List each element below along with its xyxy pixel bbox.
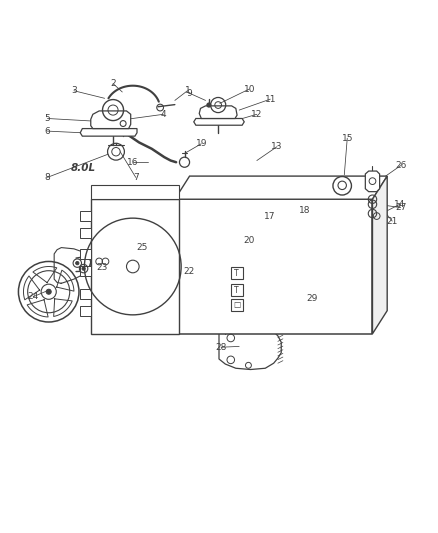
Text: 14: 14: [394, 200, 406, 209]
Text: 2: 2: [110, 79, 116, 88]
Text: 15: 15: [342, 134, 353, 143]
Text: 6: 6: [45, 127, 50, 135]
Text: 24: 24: [28, 292, 39, 301]
Text: 13: 13: [271, 142, 283, 151]
Polygon shape: [80, 128, 137, 136]
Polygon shape: [80, 249, 91, 259]
Bar: [91, 199, 179, 334]
Polygon shape: [80, 228, 91, 238]
Polygon shape: [194, 118, 244, 125]
Text: 23: 23: [96, 263, 108, 272]
Polygon shape: [80, 211, 91, 221]
Text: 21: 21: [387, 216, 398, 225]
Bar: [231, 284, 243, 296]
Text: 11: 11: [265, 95, 276, 103]
Polygon shape: [199, 106, 237, 118]
Text: 19: 19: [196, 139, 207, 148]
Text: 26: 26: [395, 161, 406, 170]
Text: 3: 3: [71, 86, 77, 95]
Text: 18: 18: [300, 206, 311, 215]
Text: 16: 16: [127, 158, 138, 167]
Text: 7: 7: [133, 173, 138, 182]
Text: 5: 5: [45, 114, 50, 123]
Polygon shape: [91, 111, 131, 128]
Text: T: T: [234, 269, 239, 278]
Circle shape: [76, 262, 79, 265]
Text: 28: 28: [215, 343, 227, 352]
Text: 8: 8: [45, 173, 50, 182]
Text: 8.0L: 8.0L: [71, 163, 96, 173]
Polygon shape: [91, 185, 179, 199]
Text: 17: 17: [264, 212, 275, 221]
Text: 27: 27: [395, 203, 406, 212]
Text: □: □: [233, 300, 240, 309]
Polygon shape: [80, 305, 91, 316]
Polygon shape: [80, 289, 91, 299]
Polygon shape: [365, 171, 380, 192]
Bar: [231, 268, 243, 279]
Circle shape: [46, 289, 51, 294]
Text: 10: 10: [244, 85, 255, 94]
Bar: [231, 299, 243, 311]
Polygon shape: [372, 176, 387, 334]
Circle shape: [82, 267, 85, 270]
Polygon shape: [80, 265, 91, 276]
Text: T: T: [234, 286, 239, 295]
Text: 20: 20: [244, 236, 255, 245]
Text: 29: 29: [307, 294, 318, 303]
Text: 12: 12: [251, 110, 262, 119]
Text: 1: 1: [184, 86, 191, 95]
Text: 25: 25: [137, 243, 148, 252]
Text: 4: 4: [161, 110, 166, 119]
Polygon shape: [175, 176, 387, 199]
Bar: [175, 199, 372, 334]
Text: 9: 9: [187, 89, 192, 98]
Text: 22: 22: [183, 267, 194, 276]
Circle shape: [207, 103, 211, 107]
